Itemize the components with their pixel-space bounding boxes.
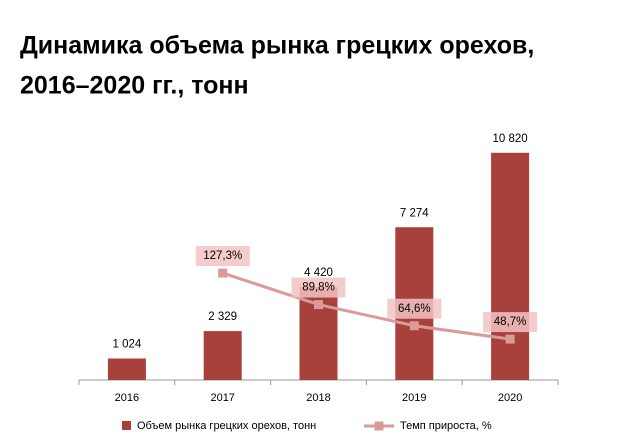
label-box bbox=[483, 312, 538, 333]
bar bbox=[107, 358, 146, 380]
marker bbox=[409, 321, 419, 331]
legend-label: Темп прироста, % bbox=[400, 420, 492, 432]
bar bbox=[491, 152, 530, 380]
chart-title: Динамика объема рынка грецких орехов, bbox=[20, 32, 534, 60]
legend-swatch bbox=[122, 421, 131, 430]
data-label: 1 024 bbox=[113, 339, 142, 351]
x-tick-label: 2016 bbox=[115, 392, 139, 404]
line bbox=[222, 271, 511, 341]
x-tick-label: 2020 bbox=[498, 392, 522, 404]
marker bbox=[218, 268, 228, 278]
x-tick-label: 2017 bbox=[210, 392, 234, 404]
marker bbox=[314, 300, 323, 310]
data-label: 64,6% bbox=[398, 303, 431, 315]
x-tick-label: 2018 bbox=[306, 392, 330, 404]
marker bbox=[505, 334, 515, 344]
data-label: 4 420 bbox=[304, 267, 333, 279]
legend-label: Объем рынка грецких орехов, тонн bbox=[137, 420, 316, 432]
x-tick-label: 2019 bbox=[402, 392, 426, 404]
label-box bbox=[291, 277, 346, 298]
chart-title: 2016–2020 гг., тонн bbox=[20, 72, 249, 100]
label-box bbox=[387, 298, 442, 319]
data-label: 10 820 bbox=[493, 133, 528, 145]
data-label: 48,7% bbox=[494, 316, 527, 328]
data-label: 127,3% bbox=[203, 250, 242, 262]
data-label: 2 329 bbox=[208, 311, 237, 323]
bar bbox=[203, 331, 242, 380]
label-box bbox=[195, 246, 250, 267]
data-label: 7 274 bbox=[400, 207, 429, 219]
legend-swatch bbox=[374, 421, 384, 431]
data-label: 89,8% bbox=[302, 282, 335, 294]
